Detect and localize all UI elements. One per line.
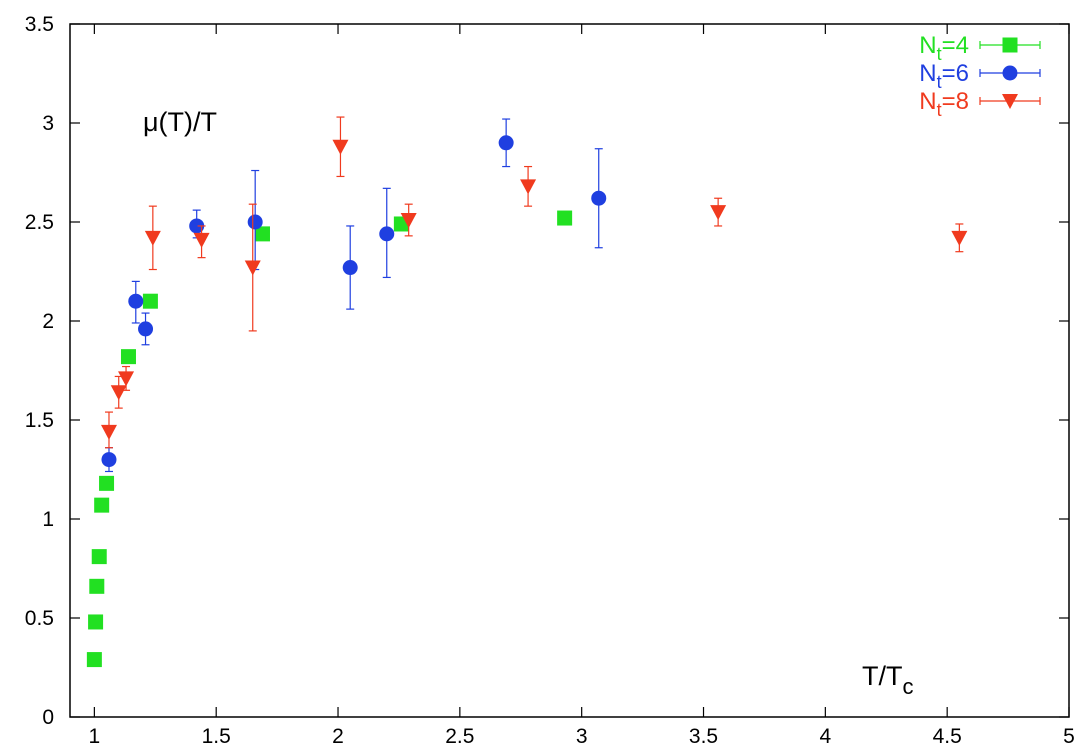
y-tick-label: 2.5	[25, 211, 54, 234]
series-layer	[86, 116, 968, 668]
data-point	[101, 452, 117, 468]
legend-marker-1	[1002, 65, 1018, 81]
data-point	[244, 260, 261, 276]
data-point	[88, 614, 104, 630]
legend-label-tail: =8	[942, 88, 969, 115]
x-axis-label-main: T/T	[862, 661, 903, 691]
y-tick-label: 2	[42, 310, 54, 333]
y-tick-label: 0	[42, 706, 54, 729]
series-1	[101, 118, 607, 473]
x-tick-label: 1	[89, 725, 101, 748]
data-point	[100, 424, 117, 440]
data-point	[189, 218, 205, 234]
data-point	[379, 226, 395, 242]
data-point	[247, 214, 263, 230]
data-point	[254, 226, 270, 242]
tick-labels: 1 1.5 2 2.5 3 3.5 4 4.5 5 0 0.5 1 1.5 2 2.5 3 3.5	[25, 13, 1075, 748]
legend-label-sub: t	[937, 100, 942, 120]
legend-label-tail: =6	[942, 60, 969, 87]
x-tick-label: 4.5	[933, 725, 962, 748]
data-point	[128, 293, 144, 309]
data-point	[94, 497, 110, 513]
y-tick-label: 1	[42, 508, 54, 531]
data-point	[86, 652, 102, 668]
legend-label-sub: t	[937, 44, 942, 64]
x-axis-label: T/Tc	[862, 661, 914, 699]
legend-label-tail: =4	[942, 32, 969, 59]
legend-label-sub: t	[937, 72, 942, 92]
data-point	[520, 179, 537, 195]
data-point	[142, 293, 158, 309]
legend-label-0: Nt=4	[919, 32, 969, 64]
y-tick-label: 3	[42, 112, 54, 135]
legend-marker-0	[1002, 37, 1018, 53]
data-point	[144, 230, 161, 246]
data-point	[591, 190, 607, 206]
data-point	[498, 135, 514, 151]
x-tick-label: 2.5	[445, 725, 474, 748]
x-tick-label: 3	[576, 725, 588, 748]
data-point	[332, 139, 349, 155]
plot-frame	[69, 23, 1070, 718]
data-point	[400, 213, 417, 229]
legend: Nt=4Nt=6Nt=8	[919, 32, 1041, 120]
x-tick-label: 1.5	[202, 725, 231, 748]
x-tick-label: 5	[1063, 725, 1075, 748]
x-tick-label: 2	[332, 725, 344, 748]
y-axis-label: μ(T)/T	[143, 107, 217, 137]
series-2	[100, 116, 968, 449]
x-tick-label: 3.5	[689, 725, 718, 748]
data-point	[89, 578, 105, 594]
data-point	[138, 321, 154, 337]
data-point	[710, 205, 727, 221]
data-point	[193, 232, 210, 248]
data-point	[951, 230, 968, 246]
legend-label-1: Nt=6	[919, 60, 969, 92]
y-tick-label: 0.5	[25, 607, 54, 630]
data-point	[557, 210, 573, 226]
legend-marker-2	[1002, 94, 1018, 109]
x-tick-label: 4	[819, 725, 831, 748]
x-axis-label-sub: c	[903, 674, 914, 699]
data-point	[99, 475, 115, 491]
axis-ticks	[70, 23, 1070, 718]
y-tick-label: 1.5	[25, 409, 54, 432]
data-point	[342, 260, 358, 276]
data-point	[91, 549, 107, 565]
legend-label-main: N	[919, 32, 936, 59]
data-point	[110, 385, 127, 401]
y-tick-label: 3.5	[25, 13, 54, 36]
legend-label-2: Nt=8	[919, 88, 969, 120]
series-0	[86, 210, 573, 668]
data-point	[118, 371, 135, 387]
legend-label-main: N	[919, 60, 936, 87]
legend-label-main: N	[919, 88, 936, 115]
data-point	[120, 349, 136, 365]
